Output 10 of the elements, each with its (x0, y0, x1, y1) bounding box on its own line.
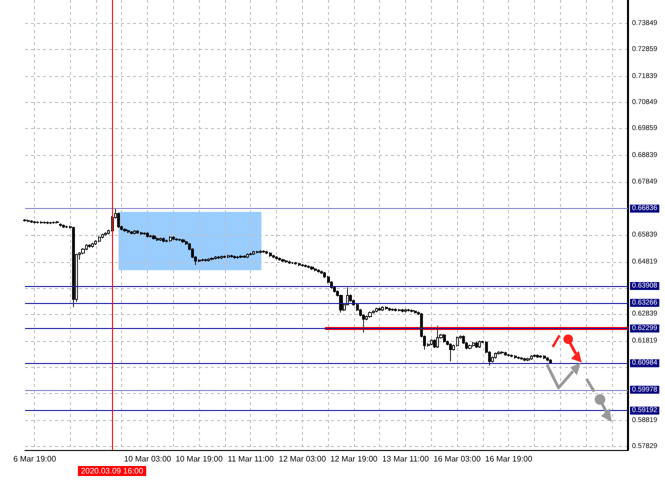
x-tick-label: 10 Mar 19:00 (176, 454, 224, 464)
x-tick-label: 12 Mar 19:00 (330, 454, 378, 464)
x-tick-label: 11 Mar 11:00 (228, 454, 274, 464)
x-tick-label: 13 Mar 11:00 (382, 454, 430, 464)
x-tick-label: 2020.03.09 16:00 (80, 466, 144, 476)
x-tick-label: 6 Mar 19:00 (13, 454, 57, 464)
x-tick-label: 16 Mar 03:00 (434, 454, 482, 464)
x-tick-label: 16 Mar 19:00 (485, 454, 533, 464)
x-tick-label: 10 Mar 03:00 (124, 454, 172, 464)
x-tick-label: 12 Mar 03:00 (278, 454, 326, 464)
